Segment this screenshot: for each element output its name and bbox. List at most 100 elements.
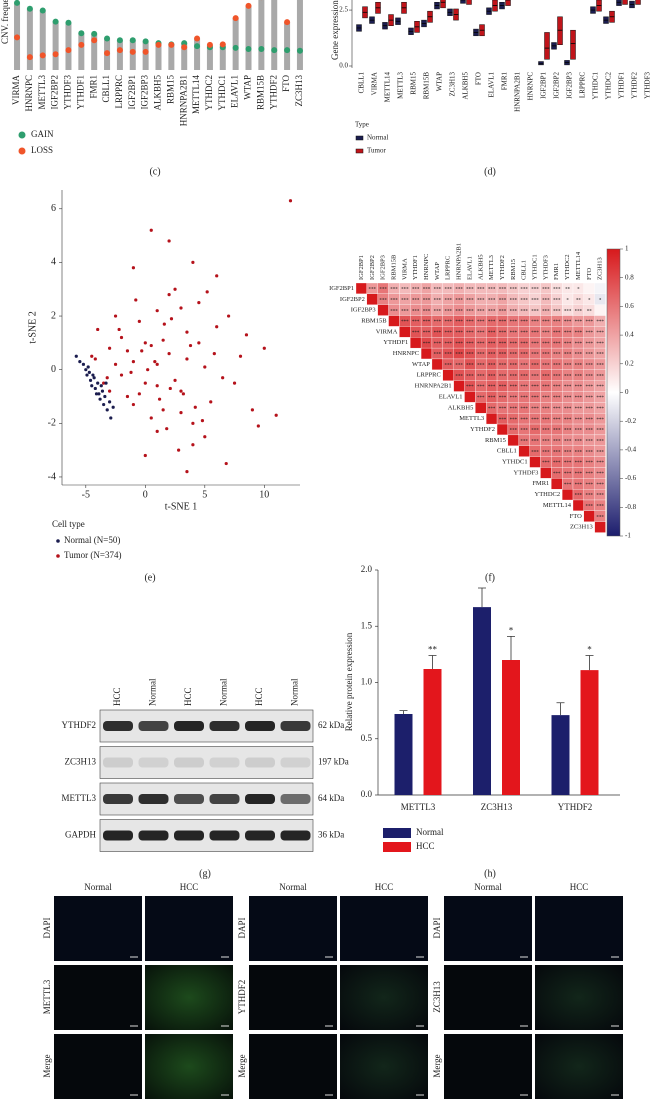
cell-label: ***	[520, 342, 528, 347]
cell-label: ***	[586, 396, 594, 401]
cnv-dot	[129, 48, 136, 55]
point	[191, 443, 195, 447]
blot-frame	[99, 819, 314, 852]
lane-label: HCC	[254, 687, 264, 706]
image-tile	[249, 896, 337, 961]
x-tick-label: METTL3	[401, 802, 436, 812]
cell-label: ***	[510, 331, 518, 336]
point	[117, 327, 121, 332]
cell-label: ***	[434, 342, 442, 347]
cnv-bar	[206, 44, 213, 70]
point	[157, 397, 162, 401]
x-tick-label: VIRMA	[371, 72, 379, 95]
colorbar-tick-label: -0.6	[625, 474, 637, 482]
legend-title: Cell type	[52, 519, 85, 529]
cell-label: ***	[510, 353, 518, 358]
cnv-bar	[168, 44, 175, 70]
point	[191, 260, 195, 265]
cell-label: ***	[575, 483, 583, 488]
cnv-dot	[39, 52, 46, 59]
cell-label: ***	[466, 298, 474, 303]
column-label: IGF2BP1	[358, 255, 365, 280]
cell-label: ***	[564, 385, 572, 390]
point	[215, 274, 219, 278]
cnv-dot	[284, 19, 291, 26]
cnv-dot	[245, 46, 252, 52]
cell-label: ***	[488, 353, 496, 358]
row-label: METTL3	[42, 979, 52, 1014]
box	[460, 0, 466, 4]
row-label: IGF2BP2	[340, 296, 365, 303]
image-tile	[535, 896, 623, 961]
cell-label: ***	[499, 353, 507, 358]
blot-band	[103, 721, 133, 731]
cell-label: ***	[520, 364, 528, 369]
x-tick-label: ELAVL1	[488, 72, 496, 98]
x-tick-label: ZC3H13	[481, 802, 513, 812]
blot-band	[280, 830, 311, 841]
cell-label: ***	[564, 353, 572, 358]
cell-label: ***	[412, 288, 420, 293]
protein-label: YTHDF2	[61, 720, 96, 730]
row-label: YTHDC1	[502, 459, 528, 466]
point	[78, 360, 82, 364]
point	[84, 368, 88, 372]
cell-label: ***	[586, 450, 594, 455]
point	[203, 365, 207, 369]
cell-label: ***	[575, 374, 583, 379]
heatmap-cell	[594, 521, 606, 533]
y-tick-label: 4	[51, 257, 56, 268]
cell-label: ***	[477, 309, 485, 314]
cell-label: ***	[369, 288, 377, 293]
bar	[423, 669, 442, 795]
cell-label: ***	[586, 385, 594, 390]
image-tile	[444, 896, 532, 961]
protein-label: ZC3H13	[65, 757, 97, 767]
x-tick-label: YTHDC2	[204, 75, 214, 111]
point	[215, 325, 219, 329]
cnv-dot	[116, 37, 123, 44]
cell-label: ***	[510, 396, 518, 401]
blot-band	[209, 830, 240, 841]
row-label: ALKBH5	[448, 404, 474, 411]
cell-label: ***	[542, 429, 550, 434]
x-tick-label: VIRMA	[11, 75, 21, 106]
image-tile	[54, 1034, 142, 1099]
cell-label: ***	[434, 309, 442, 314]
lane-label: HCC	[183, 687, 193, 706]
cell-label: ***	[553, 298, 561, 303]
cell-label: ***	[423, 298, 431, 303]
cell-label: ***	[434, 320, 442, 325]
bar	[580, 670, 599, 795]
cell-label: ***	[455, 298, 463, 303]
blot-band	[209, 794, 240, 804]
y-tick-label: 0.5	[361, 733, 373, 743]
point	[113, 362, 118, 366]
cell-label: ***	[379, 298, 387, 303]
cell-label: ***	[401, 320, 409, 325]
point	[179, 410, 183, 415]
cell-label: ***	[542, 309, 550, 314]
cell-label: ***	[423, 309, 431, 314]
point	[96, 327, 100, 332]
x-tick-label: YTHDC2	[605, 72, 613, 100]
heatmap-cell	[453, 380, 465, 392]
row-label: HNRNPC	[393, 350, 419, 357]
cell-label: ***	[586, 494, 594, 499]
image-tile	[54, 965, 142, 1030]
cell-label: ***	[564, 483, 572, 488]
point	[191, 421, 195, 425]
cell-label: ***	[575, 396, 583, 401]
legend-label: Normal (N=50)	[64, 535, 120, 545]
cnv-dot	[14, 34, 21, 41]
image-tile	[145, 1034, 233, 1099]
cell-label: ***	[488, 385, 496, 390]
x-tick-label: YTHDF2	[558, 802, 593, 812]
cell-label: ***	[510, 309, 518, 314]
cell-label: ***	[531, 418, 539, 423]
column-label: HNRNPC	[423, 254, 430, 280]
x-tick-label: METTL14	[384, 72, 392, 103]
x-tick-label: METTL3	[397, 72, 405, 99]
cell-label: ***	[466, 353, 474, 358]
error-bar	[556, 702, 565, 716]
